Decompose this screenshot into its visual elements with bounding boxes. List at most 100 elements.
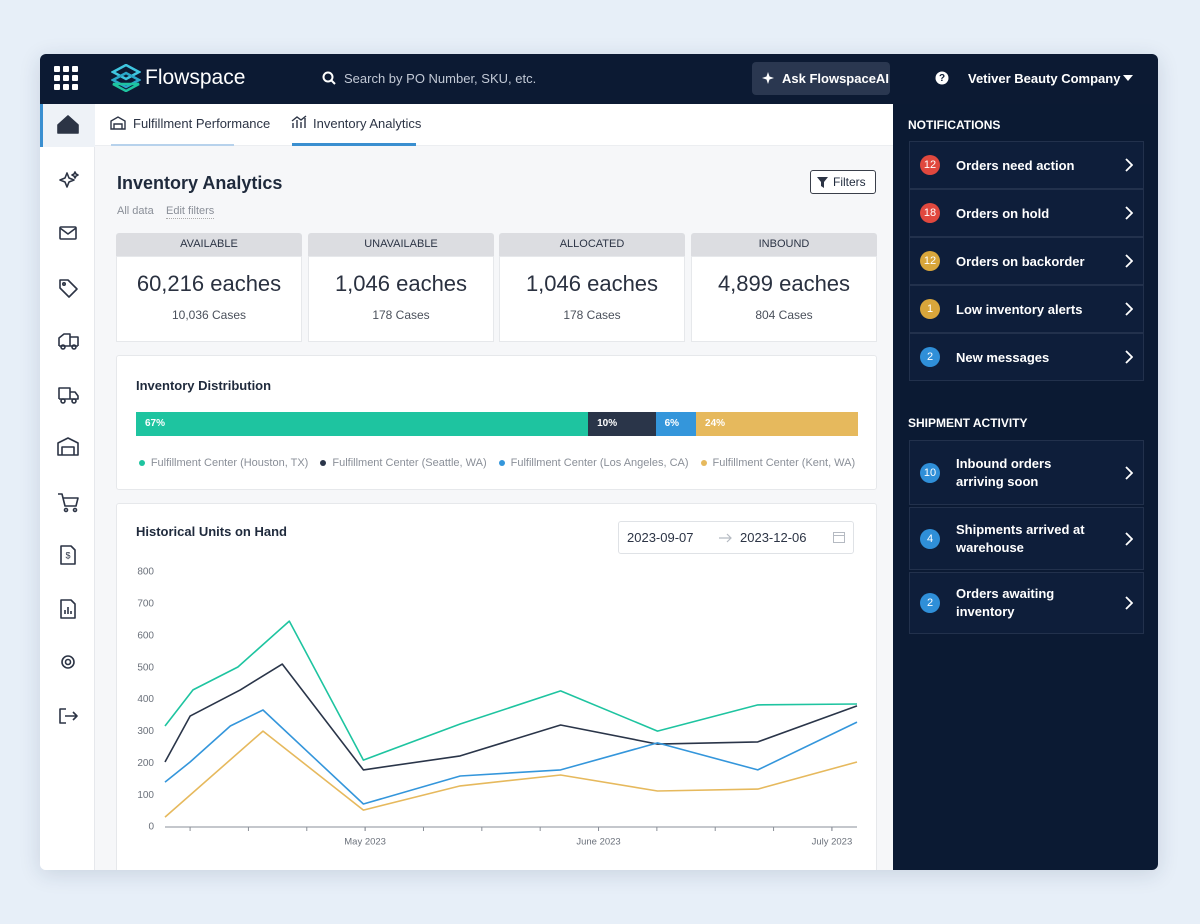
count-badge: 1 xyxy=(920,299,940,319)
series-line xyxy=(164,730,858,818)
kpi-cases: 178 Cases xyxy=(563,308,621,322)
segment-label: 10% xyxy=(597,418,618,429)
y-tick-label: 300 xyxy=(137,726,154,737)
chevron xyxy=(1125,158,1133,172)
brand[interactable]: Flowspace xyxy=(145,66,246,89)
date-arrow xyxy=(719,533,732,543)
filter-icon xyxy=(817,177,828,188)
ask-button[interactable] xyxy=(752,62,890,95)
distribution-segment xyxy=(136,412,589,436)
filter-scope: All data xyxy=(117,205,154,217)
edit-filters[interactable]: Edit filters xyxy=(166,205,215,219)
item-label: Orders on hold xyxy=(956,206,1050,221)
legend-item[interactable]: Fulfillment Center (Los Angeles, CA) xyxy=(498,456,689,470)
item-label: Low inventory alerts xyxy=(956,302,1083,317)
y-tick-label: 0 xyxy=(148,822,154,833)
company-name[interactable]: Vetiver Beauty Company xyxy=(968,71,1121,86)
kpi-value: 4,899 eaches xyxy=(717,271,851,296)
logo-icon xyxy=(111,64,141,92)
tab-icon xyxy=(291,115,307,128)
history-title: Historical Units on Hand xyxy=(136,524,287,539)
kpi-cases: 804 Cases xyxy=(755,308,813,322)
x-tick-label: June 2023 xyxy=(576,837,620,848)
series-line xyxy=(164,620,858,761)
legend-item[interactable]: Fulfillment Center (Kent, WA) xyxy=(700,456,856,470)
page-title: Inventory Analytics xyxy=(117,173,283,193)
item-label: Orders awaiting inventory xyxy=(956,586,1055,619)
segment-label: 24% xyxy=(705,418,726,429)
panel-item[interactable] xyxy=(909,572,1144,634)
kpi-header: AVAILABLE xyxy=(116,233,302,256)
legend-label: Fulfillment Center (Houston, TX) xyxy=(150,457,309,469)
date-range[interactable] xyxy=(618,521,854,554)
y-tick-label: 500 xyxy=(137,662,154,673)
item-label: Orders on backorder xyxy=(956,254,1085,269)
shipments-title: SHIPMENT ACTIVITY xyxy=(908,416,1028,430)
chevron xyxy=(1125,531,1133,546)
legend-item[interactable]: Fulfillment Center (Seattle, WA) xyxy=(320,456,487,470)
kpi-cases: 10,036 Cases xyxy=(171,308,247,322)
item-label: Shipments arrived at warehouse xyxy=(956,521,1085,555)
count-badge: 2 xyxy=(920,593,940,613)
app-window: Flowspace Search by PO Number, SKU, etc.… xyxy=(40,54,1158,870)
sparkle-icon xyxy=(762,72,774,84)
chevron xyxy=(1125,596,1133,610)
app: Flowspace Search by PO Number, SKU, etc.… xyxy=(40,54,1158,870)
svg-text:?: ? xyxy=(939,73,945,84)
count-badge: 4 xyxy=(920,528,940,549)
y-tick-label: 700 xyxy=(137,599,154,610)
legend-dot xyxy=(498,460,505,466)
y-tick-label: 400 xyxy=(137,694,154,705)
panel-item[interactable] xyxy=(909,141,1144,189)
y-tick-label: 800 xyxy=(137,567,154,578)
help-icon[interactable]: ? xyxy=(935,71,949,85)
history-chart: 0 100 200 300 400 500 600 700 800 May 2023 June 20… xyxy=(137,567,858,848)
date-to[interactable]: 2023-12-06 xyxy=(740,530,807,545)
count-badge: 12 xyxy=(920,251,940,271)
tab-icon xyxy=(110,116,126,130)
kpi-header: UNAVAILABLE xyxy=(308,233,494,256)
y-tick-label: 600 xyxy=(137,630,154,641)
tab[interactable]: Fulfillment Performance xyxy=(133,116,271,131)
kpi-card xyxy=(116,256,302,342)
chevron xyxy=(1125,465,1133,480)
count-badge: 10 xyxy=(920,462,940,483)
chevron xyxy=(1125,350,1133,364)
panel-item[interactable] xyxy=(909,189,1144,237)
kpi-header: INBOUND xyxy=(691,233,877,256)
tab[interactable]: Inventory Analytics xyxy=(313,116,422,131)
legend-dot xyxy=(320,460,327,466)
y-tick-label: 200 xyxy=(137,758,154,769)
apps-icon[interactable] xyxy=(54,66,78,90)
notifications-title: NOTIFICATIONS xyxy=(908,118,1001,132)
panel-item[interactable] xyxy=(909,285,1144,333)
count-badge: 12 xyxy=(920,155,940,175)
x-tick-label: May 2023 xyxy=(344,837,386,848)
segment-label: 67% xyxy=(145,418,166,429)
x-tick-label: July 2023 xyxy=(812,837,853,848)
item-label: Orders need action xyxy=(956,158,1075,173)
panel-item[interactable] xyxy=(909,333,1144,381)
legend-item[interactable]: Fulfillment Center (Houston, TX) xyxy=(138,456,309,470)
sidebar-icons[interactable]: $ xyxy=(40,104,95,744)
date-from[interactable]: 2023-09-07 xyxy=(627,530,694,545)
tab-underline xyxy=(292,143,416,146)
kpi-card xyxy=(308,256,494,342)
panel-item[interactable] xyxy=(909,237,1144,285)
search-icon xyxy=(322,71,336,85)
tab-bar xyxy=(95,104,893,146)
panel-item[interactable] xyxy=(909,507,1144,570)
kpi-header: ALLOCATED xyxy=(499,233,685,256)
calendar-icon xyxy=(833,532,845,543)
search-input[interactable]: Search by PO Number, SKU, etc. xyxy=(344,71,537,86)
legend-label: Fulfillment Center (Kent, WA) xyxy=(712,457,856,469)
y-tick-label: 100 xyxy=(137,790,154,801)
kpi-card xyxy=(691,256,877,342)
distribution-title: Inventory Distribution xyxy=(136,378,272,393)
filters-label: Filters xyxy=(833,175,866,189)
company-caret[interactable] xyxy=(1123,74,1134,82)
kpi-value: 1,046 eaches xyxy=(525,271,659,296)
panel-item[interactable] xyxy=(909,440,1144,505)
tab-underline xyxy=(111,144,234,146)
